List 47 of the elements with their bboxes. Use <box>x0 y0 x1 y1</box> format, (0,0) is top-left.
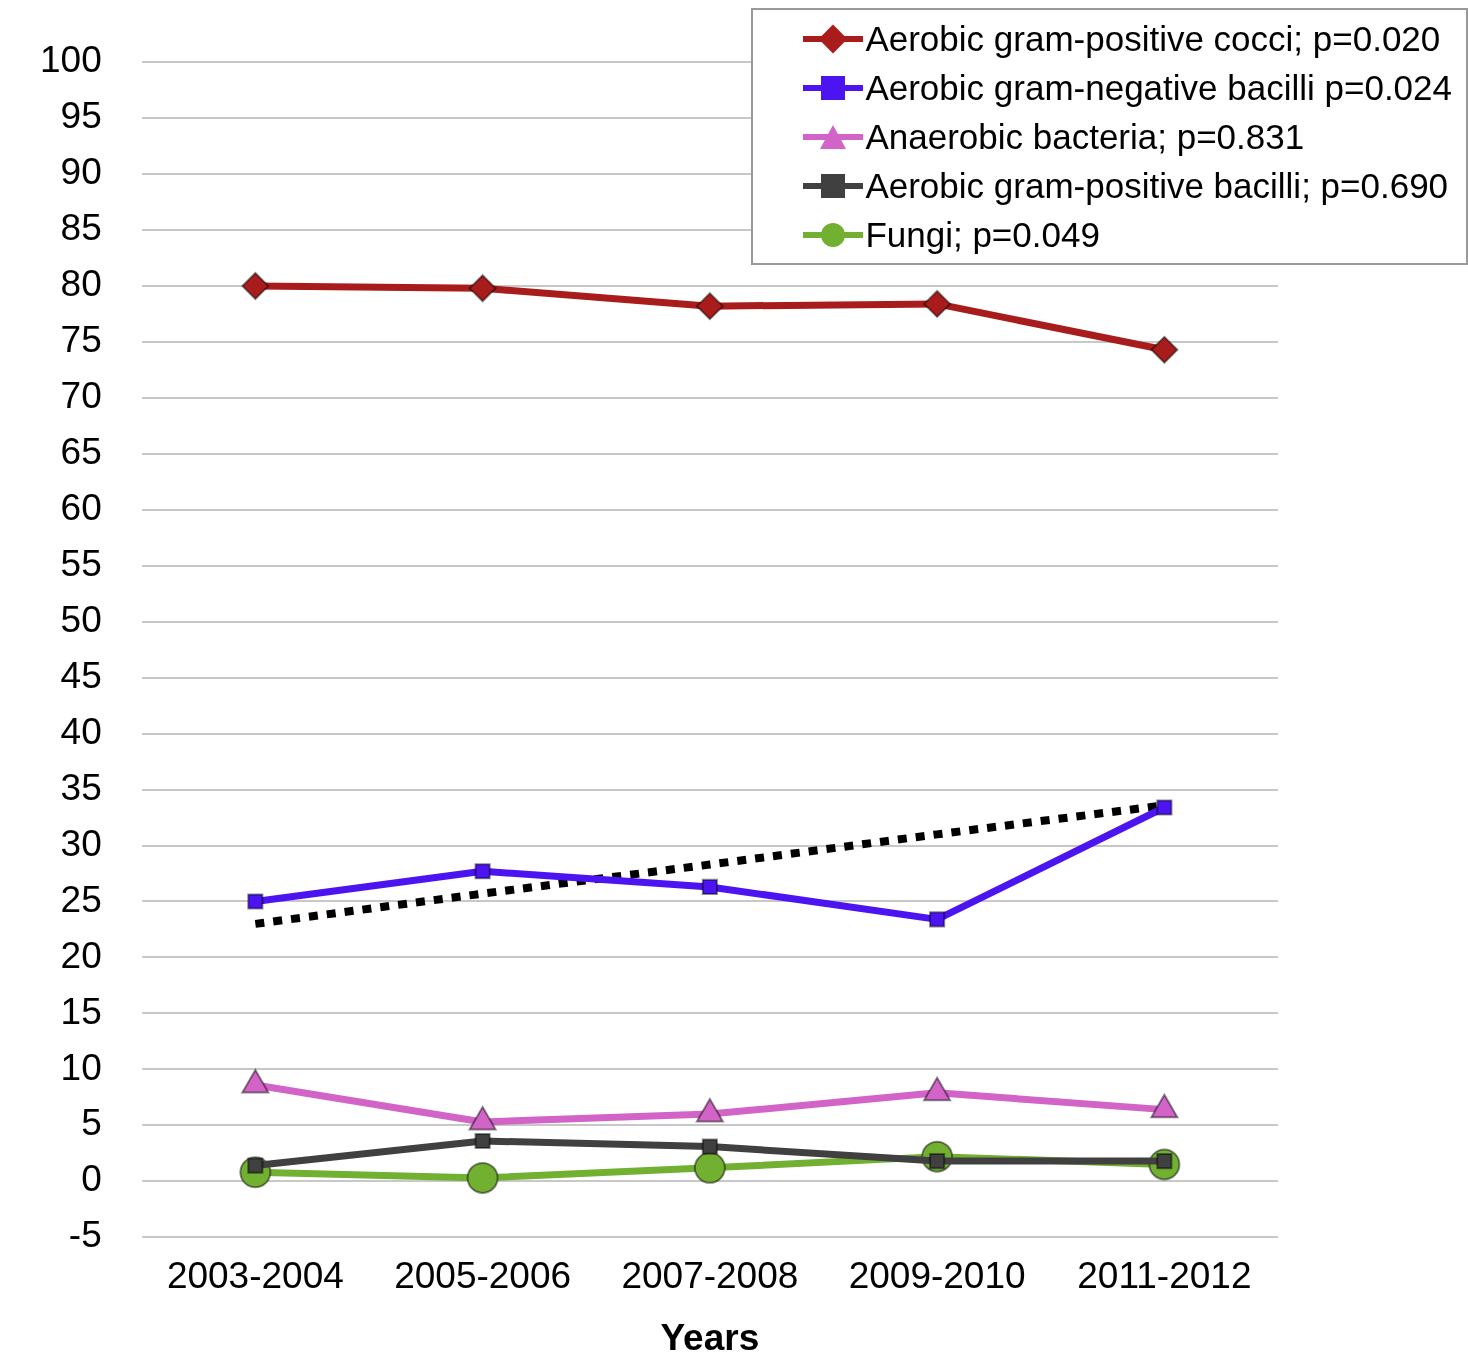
point <box>701 1138 718 1155</box>
y-tick-label: 70 <box>60 375 102 417</box>
y-tick-label: 20 <box>60 934 102 976</box>
y-tick-label: -5 <box>68 1214 102 1256</box>
legend-label: Anaerobic bacteria; p=0.831 <box>865 116 1305 158</box>
y-tick-label: 45 <box>60 654 102 696</box>
legend-label: Aerobic gram-negative bacilli p=0.024 <box>865 67 1452 109</box>
y-tick-label: 65 <box>60 431 102 473</box>
legend-label: Aerobic gram-positive cocci; p=0.020 <box>865 18 1441 60</box>
y-tick-label: 80 <box>60 263 102 305</box>
y-tick-label: 50 <box>60 598 102 640</box>
x-axis-title: Years <box>660 1317 760 1358</box>
x-tick-label: 2003-2004 <box>166 1254 344 1296</box>
y-tick-label: 100 <box>40 39 102 81</box>
x-tick-label: 2011-2012 <box>1077 1254 1252 1296</box>
y-tick-label: 60 <box>60 487 102 529</box>
point <box>923 289 952 318</box>
point <box>693 1151 726 1184</box>
point <box>1150 335 1179 364</box>
legend-label: Fungi; p=0.049 <box>865 214 1100 256</box>
x-tick-label: 2005-2006 <box>394 1254 572 1296</box>
x-tick-label: 2009-2010 <box>848 1254 1026 1296</box>
y-tick-label: 75 <box>60 319 102 361</box>
point <box>474 863 491 880</box>
y-tick-label: 95 <box>60 95 102 137</box>
y-tick-label: 40 <box>60 710 102 752</box>
y-tick-label: 35 <box>60 766 102 808</box>
legend-label: Aerobic gram-positive bacilli; p=0.690 <box>865 165 1449 207</box>
point <box>1156 799 1173 816</box>
point <box>701 878 718 896</box>
point <box>474 1132 491 1150</box>
y-tick-label: 15 <box>60 990 102 1032</box>
point <box>466 1161 499 1194</box>
x-tick-label: 2007-2008 <box>621 1254 799 1296</box>
y-tick-label: 85 <box>60 207 102 249</box>
y-tick-label: 30 <box>60 822 102 864</box>
point <box>695 292 724 321</box>
y-tick-label: 25 <box>60 878 102 920</box>
point <box>241 272 270 301</box>
y-tick-label: 90 <box>60 151 102 193</box>
y-tick-label: 0 <box>81 1158 102 1200</box>
point <box>929 911 946 928</box>
y-tick-label: 55 <box>60 542 102 584</box>
point <box>468 274 497 303</box>
y-tick-label: 5 <box>81 1102 102 1144</box>
point <box>247 893 264 910</box>
y-tick-label: 10 <box>60 1046 102 1088</box>
